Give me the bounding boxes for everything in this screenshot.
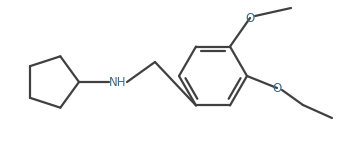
Text: NH: NH <box>109 75 127 89</box>
Text: O: O <box>272 82 282 95</box>
Text: O: O <box>245 12 255 25</box>
